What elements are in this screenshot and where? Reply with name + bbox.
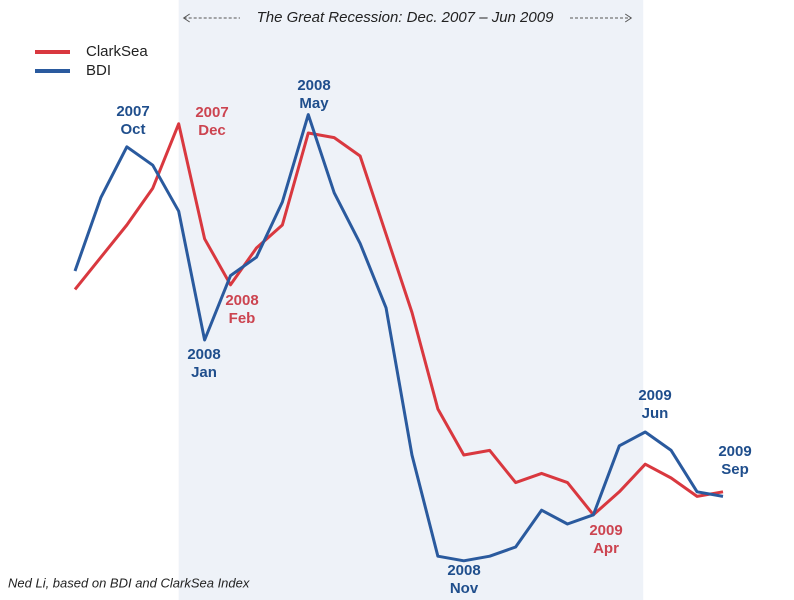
annotation: Jan — [191, 364, 217, 381]
recession-band — [178, 0, 644, 600]
series-line — [73, 122, 724, 517]
annotation: 2009 — [589, 522, 622, 539]
annotation: Dec — [198, 122, 226, 139]
annotation: May — [299, 95, 329, 112]
title-arrow-head — [624, 13, 633, 23]
annotation: 2008 — [297, 77, 330, 94]
chart-title: The Great Recession: Dec. 2007 – Jun 200… — [257, 9, 555, 26]
annotation: Nov — [450, 580, 479, 597]
annotation: 2008 — [187, 346, 220, 363]
annotation: Feb — [229, 310, 256, 327]
annotation: 2007 — [195, 104, 228, 121]
annotation: Oct — [120, 121, 145, 138]
annotation: Jun — [642, 405, 669, 422]
annotation: 2008 — [225, 292, 258, 309]
legend-label: BDI — [86, 62, 111, 79]
annotation: 2007 — [116, 103, 149, 120]
series-line — [73, 113, 724, 563]
annotation: Apr — [593, 540, 619, 557]
annotation: Sep — [721, 461, 749, 478]
legend-label: ClarkSea — [86, 43, 148, 60]
title-arrow-head — [182, 13, 190, 23]
annotation: 2008 — [447, 562, 480, 579]
footnote: Ned Li, based on BDI and ClarkSea Index — [8, 575, 250, 590]
annotation: 2009 — [718, 443, 751, 460]
annotation: 2009 — [638, 387, 671, 404]
